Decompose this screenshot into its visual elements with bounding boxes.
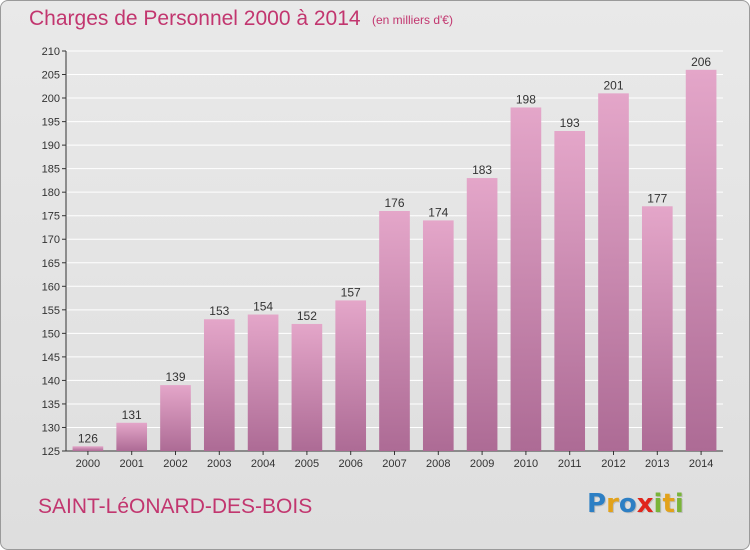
- bar: [203, 319, 235, 451]
- y-tick-label: 175: [42, 211, 60, 223]
- data-label: 174: [428, 205, 448, 219]
- bar: [379, 211, 410, 451]
- bar: [160, 385, 191, 451]
- x-tick-label: 2002: [163, 458, 187, 470]
- bars: [72, 69, 717, 452]
- commune-name: SAINT-LéONARD-DES-BOIS: [38, 495, 313, 518]
- data-label: 198: [516, 92, 536, 106]
- bar: [116, 422, 148, 451]
- x-tick-label: 2013: [645, 458, 669, 470]
- x-tick-label: 2010: [514, 458, 538, 470]
- logo-letter: o: [618, 489, 637, 519]
- logo-letter: t: [662, 489, 675, 519]
- bar: [554, 131, 586, 451]
- chart-subtitle: (en milliers d'€): [372, 13, 453, 27]
- x-tick-label: 2014: [689, 458, 713, 470]
- x-tick-label: 2011: [558, 458, 582, 470]
- x-tick-label: 2004: [251, 458, 275, 470]
- bar: [72, 446, 104, 451]
- y-tick-label: 170: [42, 234, 60, 246]
- y-tick-label: 180: [42, 187, 60, 199]
- bar: [247, 314, 279, 451]
- y-tick-label: 150: [42, 328, 60, 340]
- bar: [598, 93, 629, 452]
- y-tick-label: 190: [42, 140, 60, 152]
- bar: [335, 300, 367, 451]
- x-tick-label: 2005: [295, 458, 319, 470]
- y-tick-label: 125: [42, 446, 60, 458]
- x-tick-label: 2007: [382, 458, 406, 470]
- x-tick-label: 2008: [426, 458, 450, 470]
- data-label: 177: [647, 191, 667, 205]
- data-label: 153: [209, 304, 229, 318]
- x-tick-labels: 2000 2001 2002 2003 2004 2005 2006 2007 2008 2009…: [76, 458, 714, 470]
- y-tick-label: 165: [42, 258, 60, 270]
- x-tick-label: 2000: [76, 458, 100, 470]
- data-label: 157: [341, 285, 361, 299]
- y-tick-label: 195: [42, 117, 60, 129]
- data-label: 126: [78, 431, 98, 445]
- logo-letter: P: [587, 489, 607, 519]
- y-tick-label: 185: [42, 164, 60, 176]
- x-tick-label: 2006: [338, 458, 362, 470]
- y-tick-label: 145: [42, 352, 60, 364]
- bar: [466, 178, 498, 451]
- bar: [685, 69, 717, 451]
- data-label: 152: [297, 309, 317, 323]
- data-label: 206: [691, 55, 711, 69]
- data-label: 154: [253, 300, 273, 314]
- data-labels: 126 131 139 153 154 152 157 176 174 183 198 193 201 1…: [78, 55, 712, 445]
- data-label: 183: [472, 163, 492, 177]
- bar: [641, 206, 673, 451]
- y-tick-label: 130: [42, 422, 60, 434]
- logo-letter: x: [636, 489, 654, 519]
- bar: [510, 107, 542, 452]
- y-tick-label: 155: [42, 305, 60, 317]
- x-tick-label: 2001: [119, 458, 143, 470]
- x-tick-label: 2009: [470, 458, 494, 470]
- bar: [291, 323, 323, 451]
- logo-letter: r: [606, 489, 619, 519]
- logo-letter: i: [653, 489, 663, 519]
- bar: [422, 220, 454, 451]
- y-tick-labels: 125 130 135 140 145 150 155 160 165 170 175 180 185 1…: [42, 46, 60, 458]
- x-tick-label: 2012: [601, 458, 625, 470]
- data-label: 176: [384, 196, 404, 210]
- data-label: 193: [560, 116, 580, 130]
- y-tick-label: 205: [42, 70, 60, 82]
- y-tick-label: 200: [42, 93, 60, 105]
- y-tick-label: 210: [42, 46, 60, 58]
- data-label: 131: [122, 408, 142, 422]
- y-tick-label: 135: [42, 399, 60, 411]
- chart-title: Charges de Personnel 2000 à 2014: [29, 7, 361, 30]
- data-label: 139: [165, 370, 185, 384]
- x-tick-label: 2003: [207, 458, 231, 470]
- y-tick-label: 160: [42, 281, 60, 293]
- logo-letter: i: [674, 489, 684, 519]
- y-tick-label: 140: [42, 375, 60, 387]
- proxiti-logo[interactable]: Proxiti: [587, 489, 684, 519]
- data-label: 201: [603, 78, 623, 92]
